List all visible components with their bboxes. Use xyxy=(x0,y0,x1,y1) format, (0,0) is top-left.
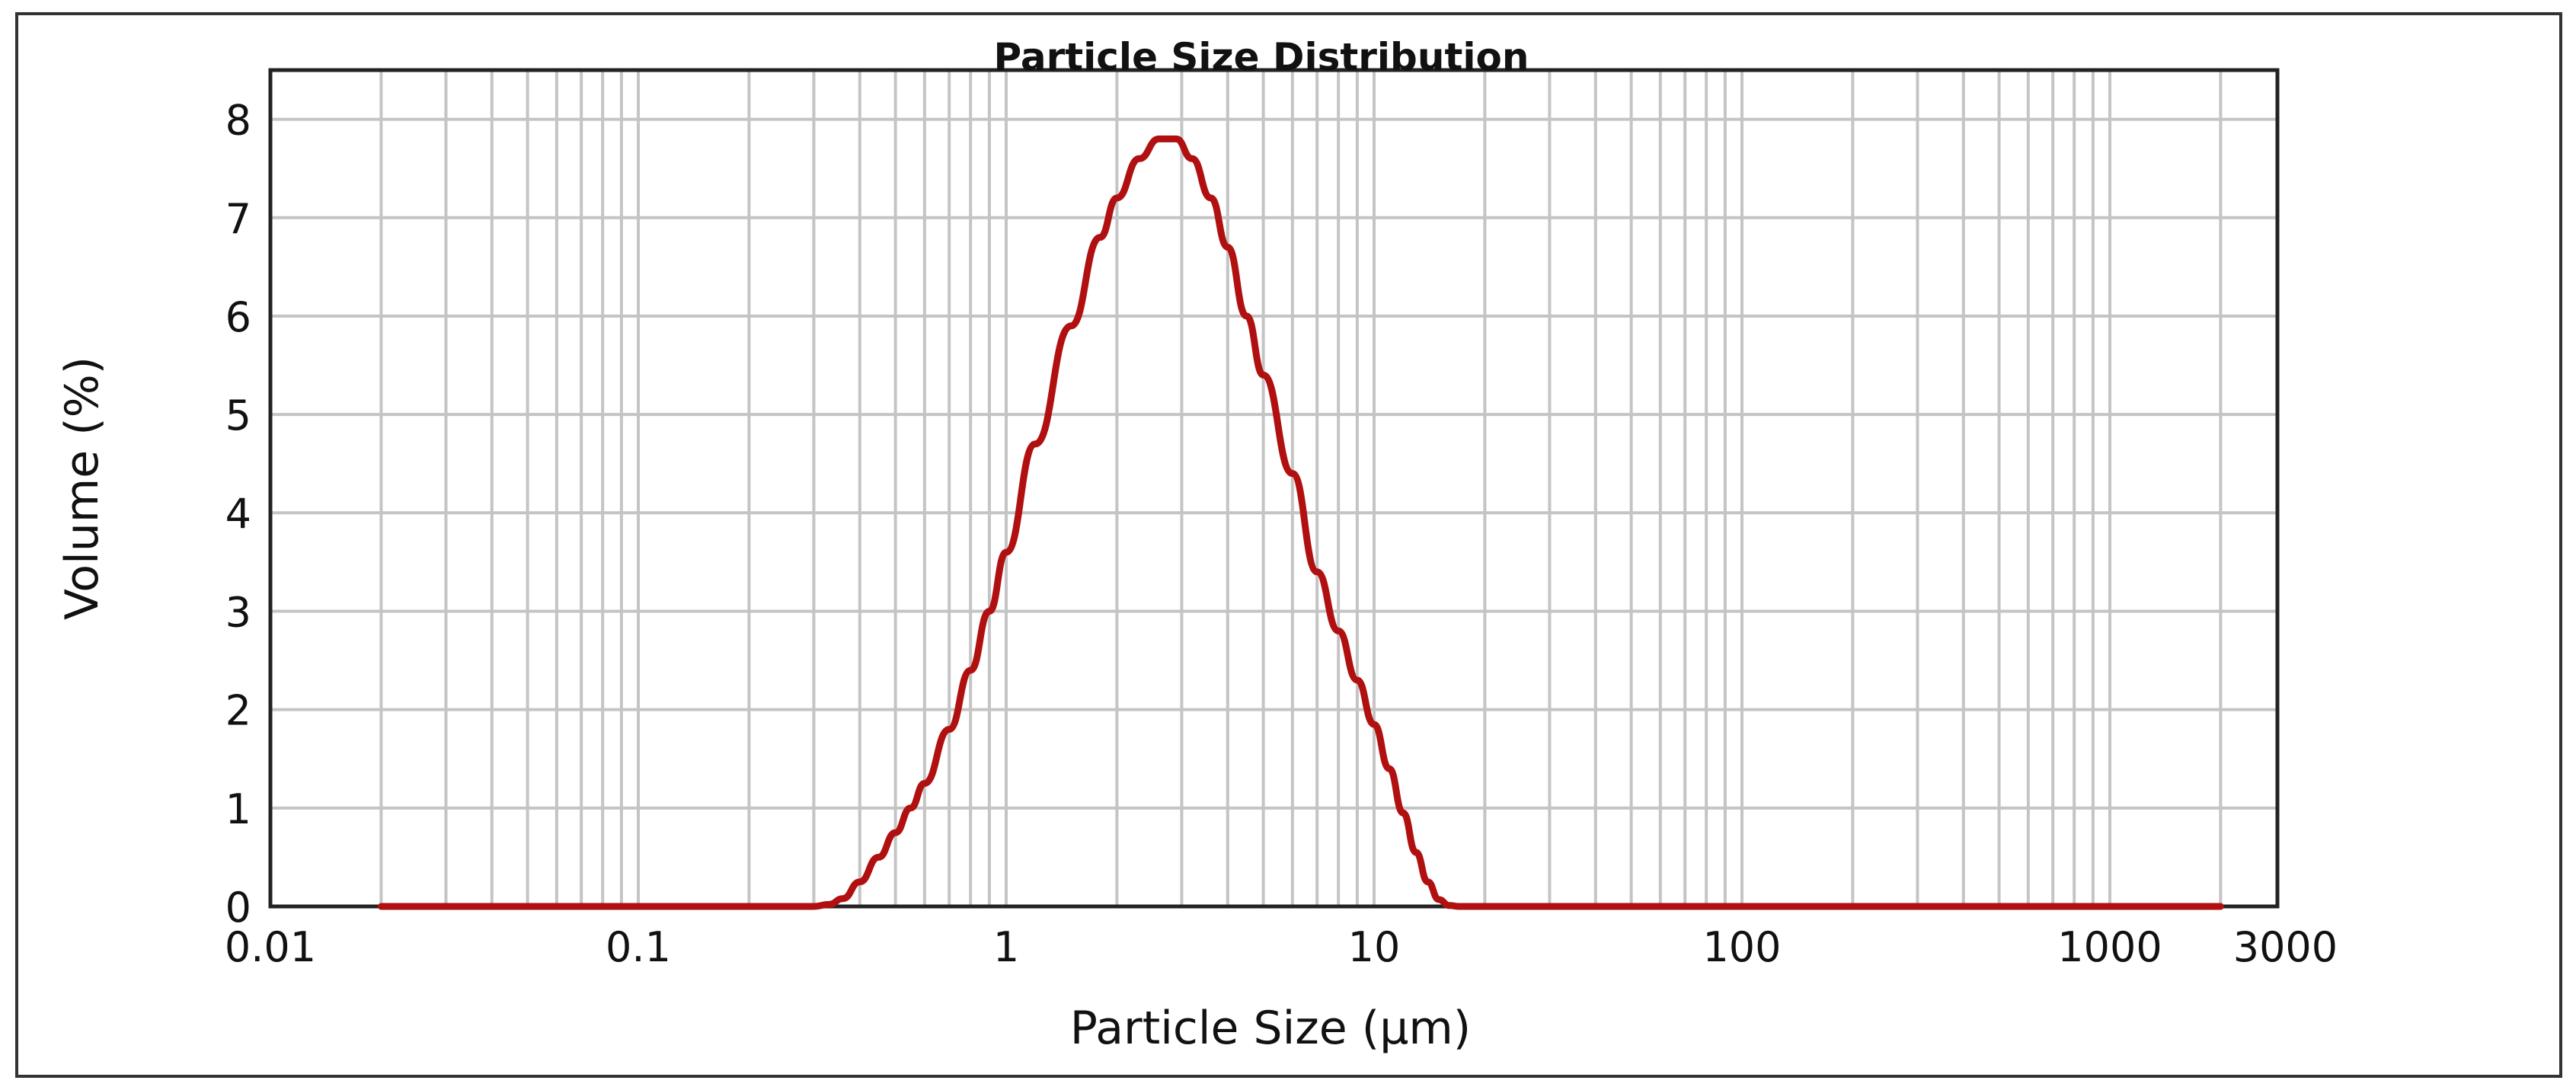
x-tick-label: 3000 xyxy=(2233,923,2338,971)
y-axis-label: Volume (%) xyxy=(56,356,109,620)
chart-title: Particle Size Distribution xyxy=(994,35,1529,79)
x-axis-label: Particle Size (μm) xyxy=(1070,1002,1471,1055)
x-tick-label: 100 xyxy=(1702,923,1781,971)
x-tick-label: 0.01 xyxy=(225,923,316,971)
plot-area xyxy=(270,70,2277,906)
y-tick-label: 6 xyxy=(225,293,251,341)
y-tick-label: 2 xyxy=(225,687,251,735)
x-tick-label: 0.1 xyxy=(606,923,671,971)
y-tick-label: 0 xyxy=(225,884,251,932)
y-tick-label: 3 xyxy=(225,588,251,636)
grid xyxy=(270,70,2277,906)
y-tick-label: 7 xyxy=(225,195,251,243)
x-tick-label: 10 xyxy=(1348,923,1401,971)
series-line xyxy=(377,135,2224,910)
outer-border xyxy=(15,12,2562,1078)
x-tick-label: 1000 xyxy=(2057,923,2162,971)
series-layer xyxy=(377,135,2224,910)
tick-labels: 0.01 0.1 1 10 100 1000 3000 0 1 2 3 4 5 6 7 8 xyxy=(225,97,2338,971)
y-tick-label: 5 xyxy=(225,392,251,440)
y-tick-label: 1 xyxy=(225,785,251,833)
x-tick-label: 1 xyxy=(993,923,1019,971)
plot-border xyxy=(268,68,2280,909)
y-tick-label: 4 xyxy=(225,490,251,538)
y-tick-label: 8 xyxy=(225,97,251,145)
